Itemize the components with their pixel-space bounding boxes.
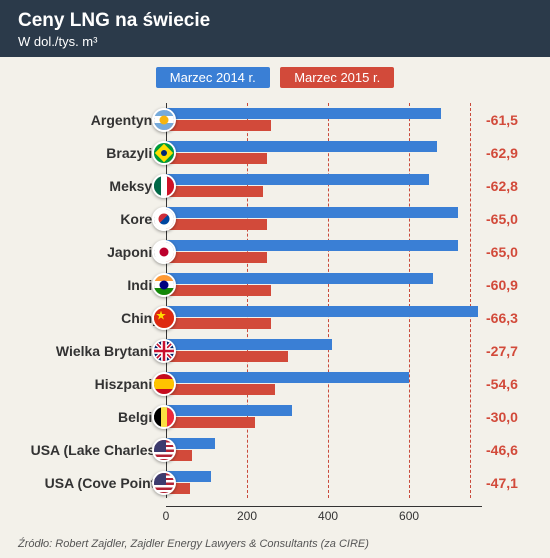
delta-label: -46,6	[482, 433, 518, 466]
chart-title: Ceny LNG na świecie	[18, 10, 532, 32]
flag-icon	[152, 339, 176, 363]
flag-icon	[152, 207, 176, 231]
bar-2014	[166, 108, 441, 119]
delta-label: -54,6	[482, 367, 518, 400]
flag-icon	[152, 438, 176, 462]
row-label: Wielka Brytania	[18, 334, 166, 367]
bar-2015	[166, 285, 271, 296]
bar-2015	[166, 153, 267, 164]
delta-label: -27,7	[482, 334, 518, 367]
bar-2014	[166, 273, 433, 284]
bar-2015	[166, 219, 267, 230]
delta-label: -30,0	[482, 400, 518, 433]
delta-label: -61,5	[482, 103, 518, 136]
plot-area: Argentyna-61,5Brazylia-62,9Meksyk-62,8Ko…	[166, 98, 482, 498]
row-label: USA (Lake Charles)	[18, 433, 166, 466]
bar-2015	[166, 417, 255, 428]
row-label: Chiny	[18, 301, 166, 334]
flag-icon	[152, 273, 176, 297]
flag-icon	[152, 372, 176, 396]
flag-icon	[152, 306, 176, 330]
delta-label: -47,1	[482, 466, 518, 499]
flag-icon	[152, 405, 176, 429]
bar-2015	[166, 384, 275, 395]
bar-2014	[166, 174, 429, 185]
data-row: Brazylia-62,9	[166, 136, 482, 169]
bar-2014	[166, 306, 478, 317]
delta-label: -62,9	[482, 136, 518, 169]
data-row: Hiszpania-54,6	[166, 367, 482, 400]
x-axis: 0 200 400 600	[166, 506, 482, 528]
footer: Źródło: Robert Zajdler, Zajdler Energy L…	[0, 536, 550, 558]
data-row: Korea-65,0	[166, 202, 482, 235]
x-tick: 0	[163, 509, 170, 523]
bar-2015	[166, 120, 271, 131]
bar-2014	[166, 141, 437, 152]
legend: Marzec 2014 r. Marzec 2015 r.	[18, 67, 532, 88]
bar-2014	[166, 240, 458, 251]
bar-2014	[166, 372, 409, 383]
delta-label: -66,3	[482, 301, 518, 334]
data-row: Belgia-30,0	[166, 400, 482, 433]
row-label: Hiszpania	[18, 367, 166, 400]
data-row: USA (Lake Charles)-46,6	[166, 433, 482, 466]
x-tick: 200	[237, 509, 257, 523]
bar-2015	[166, 351, 288, 362]
source-text: Źródło: Robert Zajdler, Zajdler Energy L…	[18, 538, 369, 550]
data-row: Indie-60,9	[166, 268, 482, 301]
chart-content: Marzec 2014 r. Marzec 2015 r. Argentyna-…	[0, 57, 550, 536]
flag-icon	[152, 471, 176, 495]
data-row: Argentyna-61,5	[166, 103, 482, 136]
flag-icon	[152, 108, 176, 132]
row-label: Japonia	[18, 235, 166, 268]
bar-2014	[166, 339, 332, 350]
x-tick: 400	[318, 509, 338, 523]
flag-icon	[152, 240, 176, 264]
bar-2015	[166, 186, 263, 197]
data-row: Chiny-66,3	[166, 301, 482, 334]
delta-label: -65,0	[482, 235, 518, 268]
legend-2014: Marzec 2014 r.	[156, 67, 270, 88]
data-row: Japonia-65,0	[166, 235, 482, 268]
row-label: USA (Cove Point)	[18, 466, 166, 499]
x-tick: 600	[399, 509, 419, 523]
data-row: Meksyk-62,8	[166, 169, 482, 202]
legend-2015: Marzec 2015 r.	[280, 67, 394, 88]
data-row: USA (Cove Point)-47,1	[166, 466, 482, 499]
flag-icon	[152, 141, 176, 165]
chart-card: Ceny LNG na świecie W dol./tys. m³ Marze…	[0, 0, 550, 558]
chart-subtitle: W dol./tys. m³	[18, 34, 532, 49]
row-label: Korea	[18, 202, 166, 235]
bar-2015	[166, 318, 271, 329]
delta-label: -62,8	[482, 169, 518, 202]
row-label: Brazylia	[18, 136, 166, 169]
row-label: Indie	[18, 268, 166, 301]
bar-2015	[166, 252, 267, 263]
chart-area: Argentyna-61,5Brazylia-62,9Meksyk-62,8Ko…	[166, 98, 482, 528]
data-row: Wielka Brytania-27,7	[166, 334, 482, 367]
row-label: Belgia	[18, 400, 166, 433]
bar-2014	[166, 405, 292, 416]
header: Ceny LNG na świecie W dol./tys. m³	[0, 0, 550, 57]
row-label: Meksyk	[18, 169, 166, 202]
bar-2014	[166, 207, 458, 218]
row-label: Argentyna	[18, 103, 166, 136]
delta-label: -65,0	[482, 202, 518, 235]
flag-icon	[152, 174, 176, 198]
delta-label: -60,9	[482, 268, 518, 301]
